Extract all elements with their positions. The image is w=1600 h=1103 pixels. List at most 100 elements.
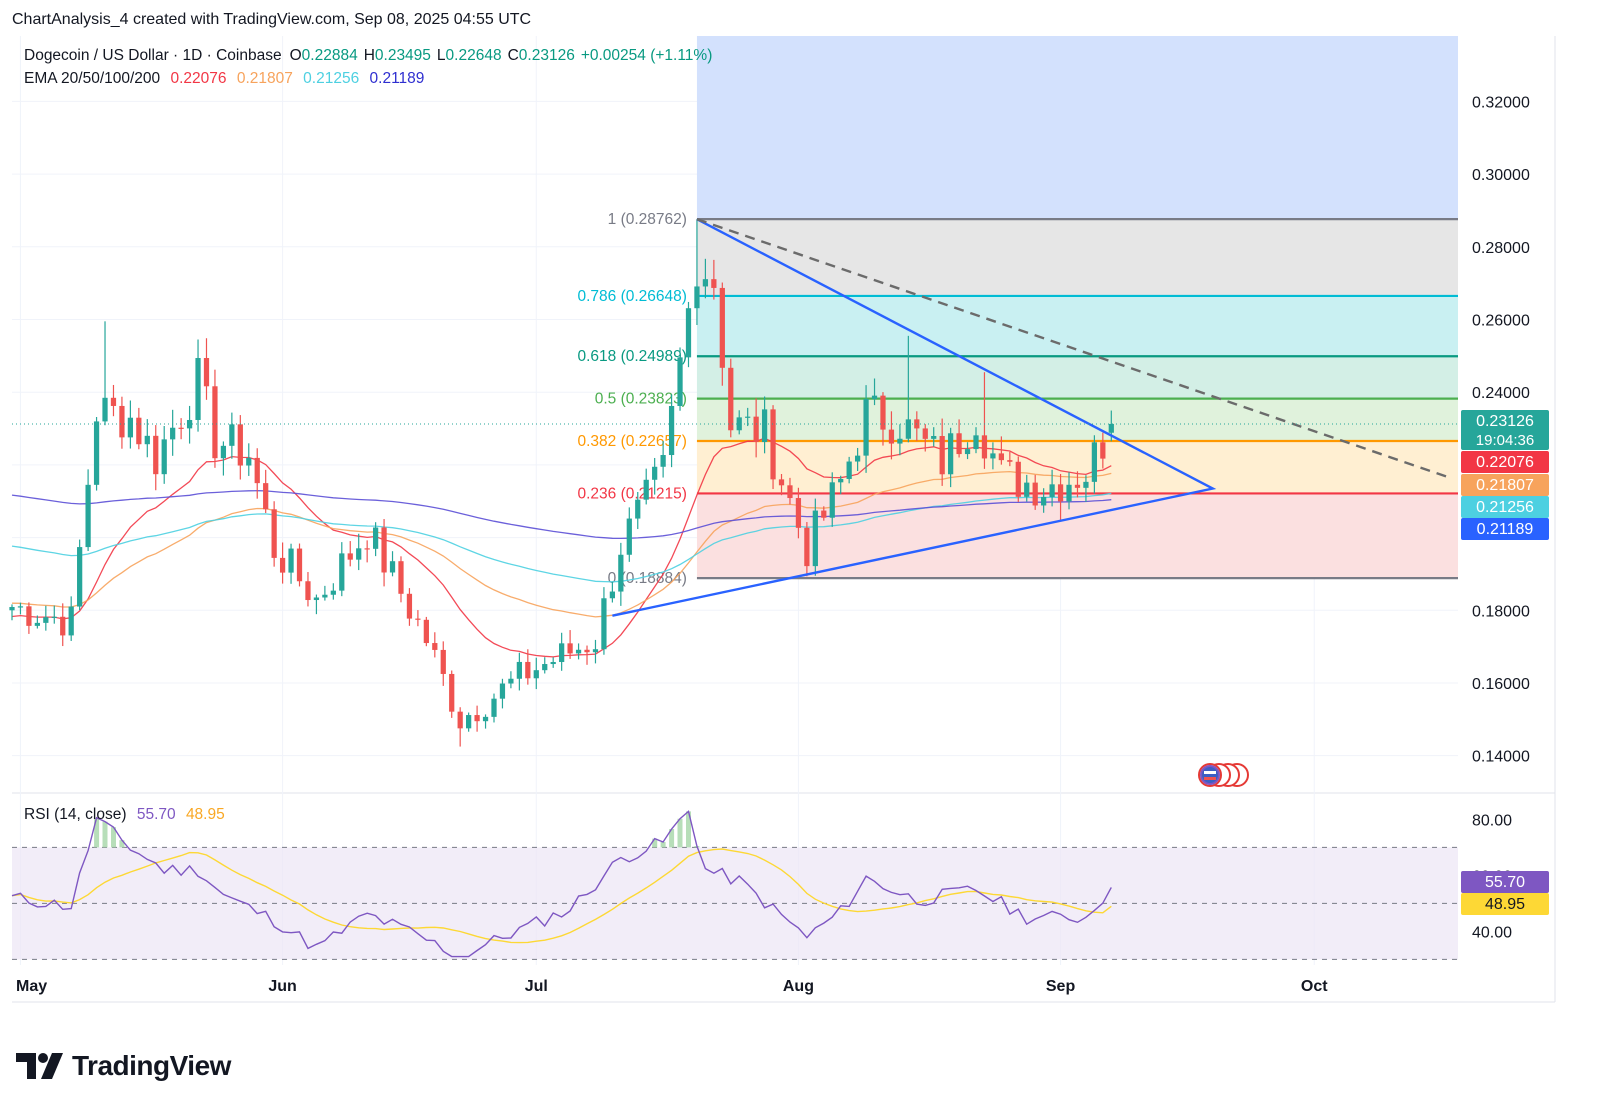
candle-body (127, 417, 134, 438)
fib-zone (696, 398, 1458, 442)
us-flag-stripe (1204, 771, 1216, 774)
candle-body (905, 419, 911, 439)
candle-body (296, 548, 303, 582)
low-value: 0.22648 (445, 47, 502, 64)
candle-body (584, 649, 590, 653)
fib-zone (696, 493, 1458, 579)
candle-body (964, 449, 971, 455)
price-tick-label: 0.26000 (1472, 313, 1530, 330)
candle-body (888, 429, 895, 444)
candle-body (1100, 442, 1106, 459)
us-flag-stripe (1204, 777, 1216, 780)
time-tick-label: Oct (1301, 978, 1328, 995)
ema-legend[interactable]: EMA 20/50/100/200 0.22076 0.21807 0.2125… (24, 70, 430, 88)
candle-body (508, 678, 514, 684)
candle-body (626, 518, 632, 555)
candle-body (474, 715, 480, 722)
candle-body (761, 409, 768, 443)
candle-body (618, 554, 624, 592)
candle-body (592, 649, 599, 653)
close-value: 0.23126 (518, 47, 575, 64)
candle-body (119, 405, 125, 438)
candle-body (1066, 484, 1072, 502)
candle-body (1041, 496, 1047, 506)
candle-body (136, 417, 142, 445)
symbol-legend[interactable]: Dogecoin / US Dollar · 1D · Coinbase O0.2… (24, 47, 718, 65)
header-caption: ChartAnalysis_4 created with TradingView… (12, 11, 532, 28)
price-tick-label: 0.18000 (1472, 603, 1530, 620)
fib-level-label: 0 (0.18884) (608, 570, 687, 587)
price-tag-countdown: 19:04:36 (1476, 432, 1534, 449)
candle-body (981, 435, 988, 459)
candle-body (948, 433, 954, 475)
candle-body (635, 499, 641, 519)
candle-body (77, 547, 83, 607)
candle-body (85, 484, 91, 548)
triangle-pattern (612, 218, 1217, 617)
candle-body (144, 435, 150, 445)
candle-body (356, 548, 362, 560)
candle-body (1015, 461, 1021, 497)
time-tick-label: Jun (268, 978, 296, 995)
candle-body (694, 286, 700, 309)
candle-body (897, 438, 903, 444)
candle-body (339, 553, 345, 591)
candle-body (854, 455, 861, 462)
fib-zone (696, 219, 1458, 296)
candle-body (499, 683, 506, 699)
candle-body (525, 661, 531, 679)
candle-body (516, 661, 522, 679)
candle-body (212, 386, 218, 459)
candle-body (643, 479, 649, 500)
candle-body (846, 461, 852, 479)
candle-body (1091, 442, 1098, 482)
candle-body (203, 358, 210, 387)
candle-body (668, 405, 675, 456)
brand-name: TradingView (72, 1050, 231, 1081)
candle-body (271, 509, 277, 558)
candle-body (778, 479, 785, 486)
open-value: 0.22884 (301, 47, 358, 64)
tradingview-mark-icon (16, 1053, 63, 1079)
candle-body (170, 427, 176, 440)
candle-body (1074, 484, 1081, 488)
dashed-trendline (696, 218, 1450, 479)
high-value: 0.23495 (374, 47, 431, 64)
rsi-legend[interactable]: RSI (14, close) 55.70 48.95 (24, 806, 231, 824)
rsi-ma-line (11, 848, 1112, 944)
ema50-value: 0.21807 (236, 70, 293, 87)
candle-body (305, 581, 311, 601)
tradingview-logo[interactable]: TradingView (16, 1050, 231, 1082)
candle-body (1083, 481, 1089, 488)
candle-body (246, 457, 252, 466)
rsi-ma-value: 48.95 (185, 806, 225, 823)
candle-body (838, 478, 844, 483)
candle-body (466, 715, 472, 729)
candle-body (220, 445, 227, 459)
candle-body (567, 643, 573, 654)
candle-body (26, 606, 32, 626)
candle-body (102, 397, 108, 422)
rsi-line (11, 810, 1112, 958)
candle-body (51, 616, 57, 618)
price-tag-value: 0.21256 (1476, 499, 1534, 516)
price-tag-value: 0.22076 (1476, 454, 1534, 471)
candle-body (812, 510, 818, 567)
price-tick-label: 0.30000 (1472, 167, 1530, 184)
candle-body (931, 436, 937, 439)
symbol-name: Dogecoin / US Dollar · 1D · Coinbase (24, 47, 282, 64)
candle-body (60, 616, 66, 636)
candle-body (711, 279, 717, 288)
candle-body (998, 453, 1004, 461)
ema200-line (11, 490, 1112, 540)
candle-body (279, 557, 286, 573)
candle-body (17, 606, 24, 608)
price-tick-label: 0.28000 (1472, 240, 1530, 257)
candle-body (229, 424, 235, 446)
candle-body (440, 649, 446, 674)
rsi-value: 55.70 (136, 806, 176, 823)
rsi-value-tag-text: 48.95 (1485, 896, 1525, 913)
ema100-value: 0.21256 (303, 70, 360, 87)
ema20-value: 0.22076 (170, 70, 227, 87)
